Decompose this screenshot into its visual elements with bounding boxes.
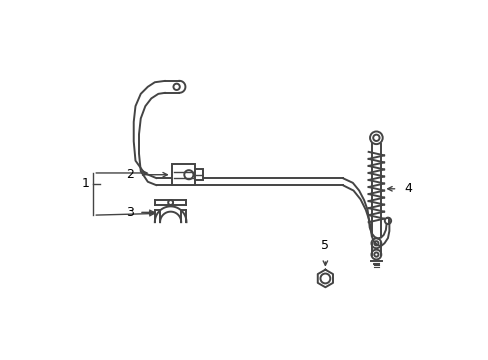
Text: 5: 5 — [321, 239, 329, 252]
Text: 1: 1 — [81, 177, 90, 190]
Bar — [172, 164, 195, 185]
Text: 2: 2 — [126, 168, 134, 181]
Text: 3: 3 — [126, 206, 134, 219]
Text: 4: 4 — [404, 182, 411, 195]
Bar — [195, 170, 203, 180]
